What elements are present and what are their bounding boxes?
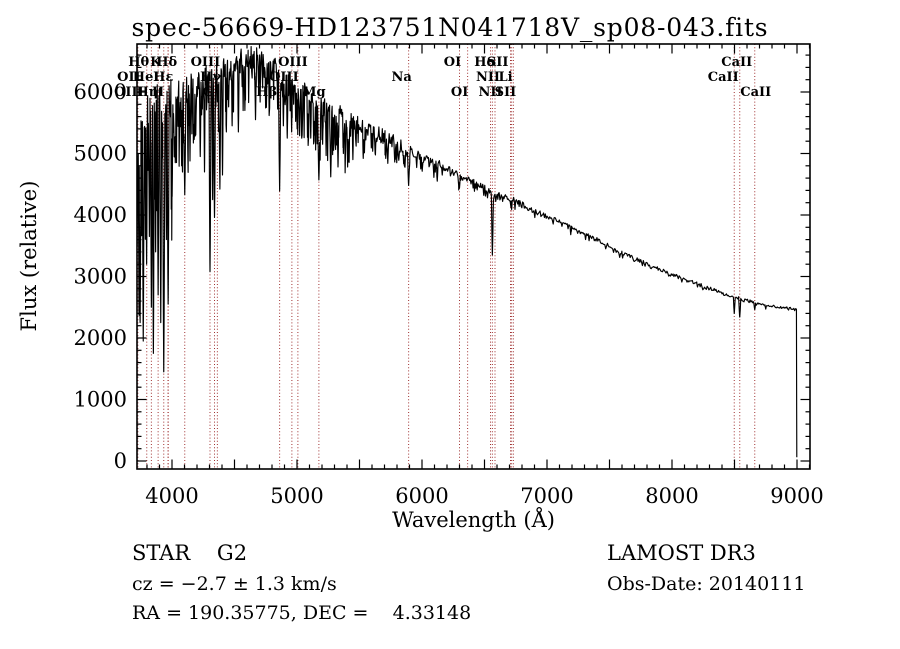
x-tick-label: 7000 [520, 484, 573, 508]
spectral-line-label: Hβ [256, 85, 277, 100]
spectral-line-label: OIII [114, 85, 144, 100]
spectral-line-label: CaII [721, 55, 752, 70]
spectral-line-label: Hθ [128, 55, 149, 70]
spectral-line-label: SII [495, 85, 517, 100]
spectral-line-label: OI [444, 55, 461, 70]
obs-date-annotation: Obs-Date: 20140111 [607, 573, 806, 595]
spectral-line-label: Li [498, 70, 512, 85]
spectral-line-label: Hε [153, 70, 173, 85]
spectral-line-label: HeI [133, 70, 160, 85]
spectral-line-label: Hα [474, 55, 496, 70]
spectral-line-label: CaII [708, 70, 739, 85]
x-tick-label: 6000 [395, 484, 448, 508]
spectral-line-label: SII [487, 55, 509, 70]
spectral-line-label: Hη [137, 85, 159, 100]
spectral-line-label: Hγ [200, 70, 221, 85]
spectral-line-label: H [152, 85, 164, 100]
spectral-line-label: OI [451, 85, 468, 100]
x-tick-label: 4000 [145, 484, 198, 508]
spectral-line-label: OIII [278, 55, 308, 70]
plot-title: spec-56669-HD123751N041718V_sp08-043.fit… [131, 13, 769, 42]
x-tick-label: 9000 [770, 484, 823, 508]
marker-lines [137, 44, 756, 469]
spectral-line-label: CaII [740, 85, 771, 100]
spectral-line-label: K [150, 55, 162, 70]
spectrum-trace [137, 46, 798, 458]
radec-annotation: RA = 190.35775, DEC = 4.33148 [132, 602, 472, 624]
y-tick-label: 5000 [74, 142, 127, 166]
spectral-line-label: OII [117, 70, 141, 85]
y-tick-label: 6000 [74, 80, 127, 104]
y-tick-label: 3000 [74, 265, 127, 289]
spectral-line-label: OIII [269, 70, 299, 85]
x-axis-label: Wavelength (Å) [392, 507, 555, 532]
y-tick-label: 1000 [74, 388, 127, 412]
cz-annotation: cz = −2.7 ± 1.3 km/s [132, 573, 337, 595]
y-tick-label: 0 [114, 449, 127, 473]
spectral-line-label: Hδ [156, 55, 177, 70]
spectral-line-label: OIII [191, 55, 221, 70]
spectral-line-label: Mg [302, 85, 325, 100]
class-annotation: STAR G2 [132, 541, 248, 565]
axis-ticks [137, 44, 811, 469]
spectral-line-label: Na [391, 70, 412, 85]
spectral-line-label: NII [476, 70, 500, 85]
y-tick-label: 2000 [74, 326, 127, 350]
spectral-line-label: G [202, 85, 213, 100]
x-tick-label: 8000 [645, 484, 698, 508]
y-axis-label: Flux (relative) [17, 181, 41, 332]
spectral-line-label: NII [478, 85, 502, 100]
survey-annotation: LAMOST DR3 [607, 541, 756, 565]
y-tick-label: 4000 [74, 203, 127, 227]
tick-labels: 4000 5000 6000 7000 8000 9000 0 1000 2000 3000 400… [74, 80, 824, 508]
x-tick-label: 5000 [270, 484, 323, 508]
plot-frame [136, 43, 811, 470]
